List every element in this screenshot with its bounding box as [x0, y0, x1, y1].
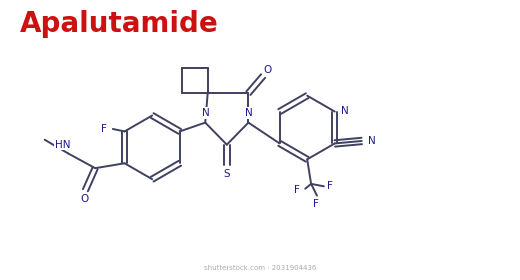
Text: F: F: [101, 124, 107, 134]
Text: F: F: [327, 181, 333, 191]
Text: O: O: [80, 194, 88, 204]
Text: S: S: [224, 169, 230, 179]
Text: O: O: [264, 65, 272, 75]
Text: N: N: [368, 136, 375, 146]
Text: N: N: [341, 106, 348, 116]
Text: N: N: [202, 108, 210, 118]
Text: N: N: [245, 108, 253, 118]
Text: shutterstock.com · 2031904436: shutterstock.com · 2031904436: [204, 265, 316, 271]
Text: Apalutamide: Apalutamide: [20, 10, 218, 38]
Text: F: F: [313, 199, 319, 209]
Text: HN: HN: [55, 140, 70, 150]
Text: F: F: [294, 185, 301, 195]
